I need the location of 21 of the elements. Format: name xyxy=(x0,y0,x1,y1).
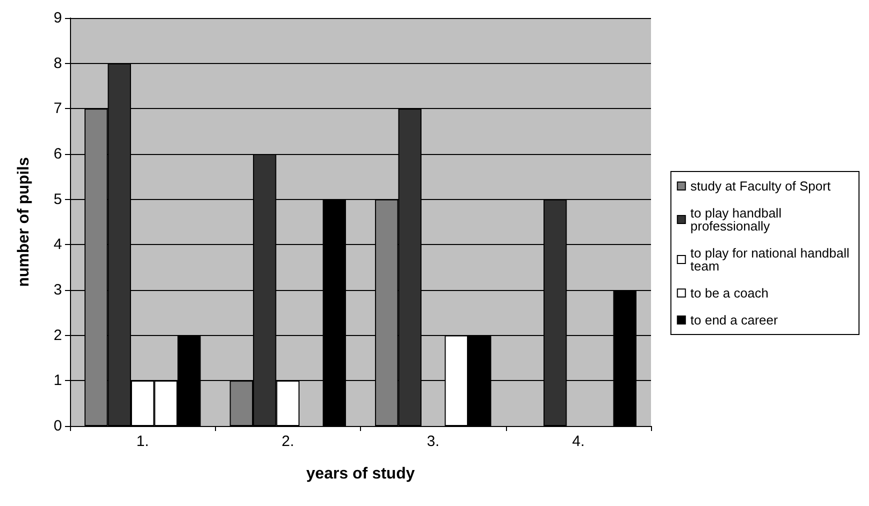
y-tick-label: 4 xyxy=(54,236,62,254)
legend-label: to end a career xyxy=(690,312,778,328)
y-tick-label: 1 xyxy=(54,372,62,390)
x-axis-title: years of study xyxy=(306,466,415,482)
x-tick-label: 3. xyxy=(426,433,440,450)
y-tick-label: 5 xyxy=(54,190,62,208)
y-axis-title: number of pupils xyxy=(16,157,32,287)
y-tick-label: 0 xyxy=(54,418,62,434)
x-tick-label: 2. xyxy=(282,433,294,450)
y-tick-label: 2 xyxy=(54,326,62,344)
y-tick-label: 8 xyxy=(54,54,62,72)
y-tick-label: 3 xyxy=(54,282,62,298)
legend-label: study at Faculty of Sport xyxy=(690,178,831,194)
y-tick-label: 7 xyxy=(54,100,62,118)
y-tick-label: 9 xyxy=(54,10,62,26)
x-tick-label: 4. xyxy=(572,433,585,450)
legend-label: to be a coach xyxy=(690,286,768,300)
legend-label: to play handball professionally xyxy=(690,206,786,234)
y-tick-label: 6 xyxy=(54,146,62,162)
x-tick-label: 1. xyxy=(136,433,149,450)
legend-label: to play for national handball team xyxy=(690,246,854,274)
